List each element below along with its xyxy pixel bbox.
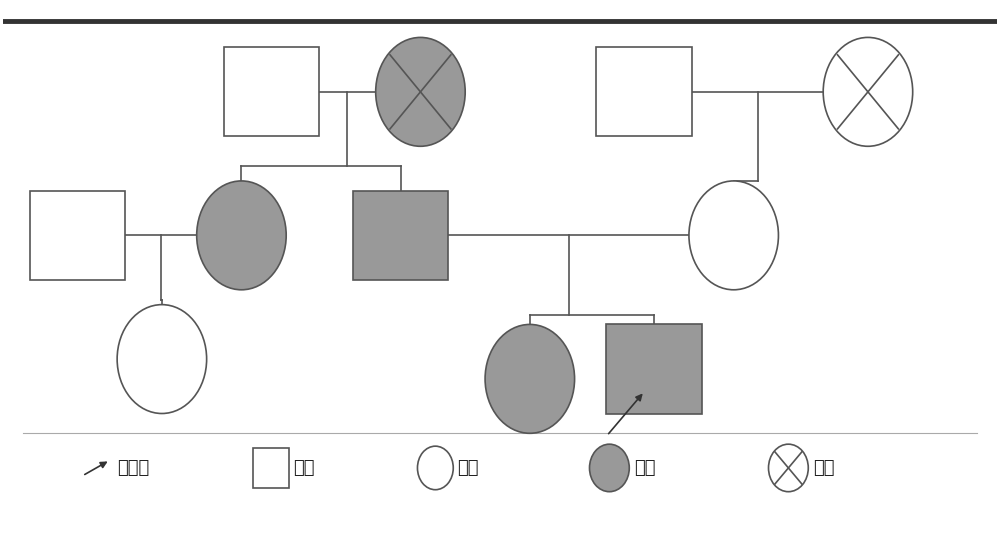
Bar bbox=[253, 448, 289, 488]
Ellipse shape bbox=[823, 37, 913, 146]
Ellipse shape bbox=[376, 37, 465, 146]
Text: 男性: 男性 bbox=[293, 459, 315, 477]
Bar bbox=[596, 47, 692, 136]
Ellipse shape bbox=[417, 446, 453, 490]
Text: 先证者: 先证者 bbox=[117, 459, 149, 477]
Ellipse shape bbox=[590, 444, 629, 492]
Text: 女性: 女性 bbox=[457, 459, 479, 477]
Bar bbox=[30, 191, 125, 280]
Ellipse shape bbox=[689, 181, 778, 290]
Ellipse shape bbox=[197, 181, 286, 290]
Text: 已故: 已故 bbox=[813, 459, 835, 477]
Ellipse shape bbox=[117, 305, 207, 413]
Ellipse shape bbox=[485, 324, 575, 433]
Bar bbox=[606, 324, 702, 413]
Ellipse shape bbox=[768, 444, 808, 492]
Text: 患者: 患者 bbox=[634, 459, 656, 477]
Bar bbox=[224, 47, 319, 136]
Bar bbox=[353, 191, 448, 280]
